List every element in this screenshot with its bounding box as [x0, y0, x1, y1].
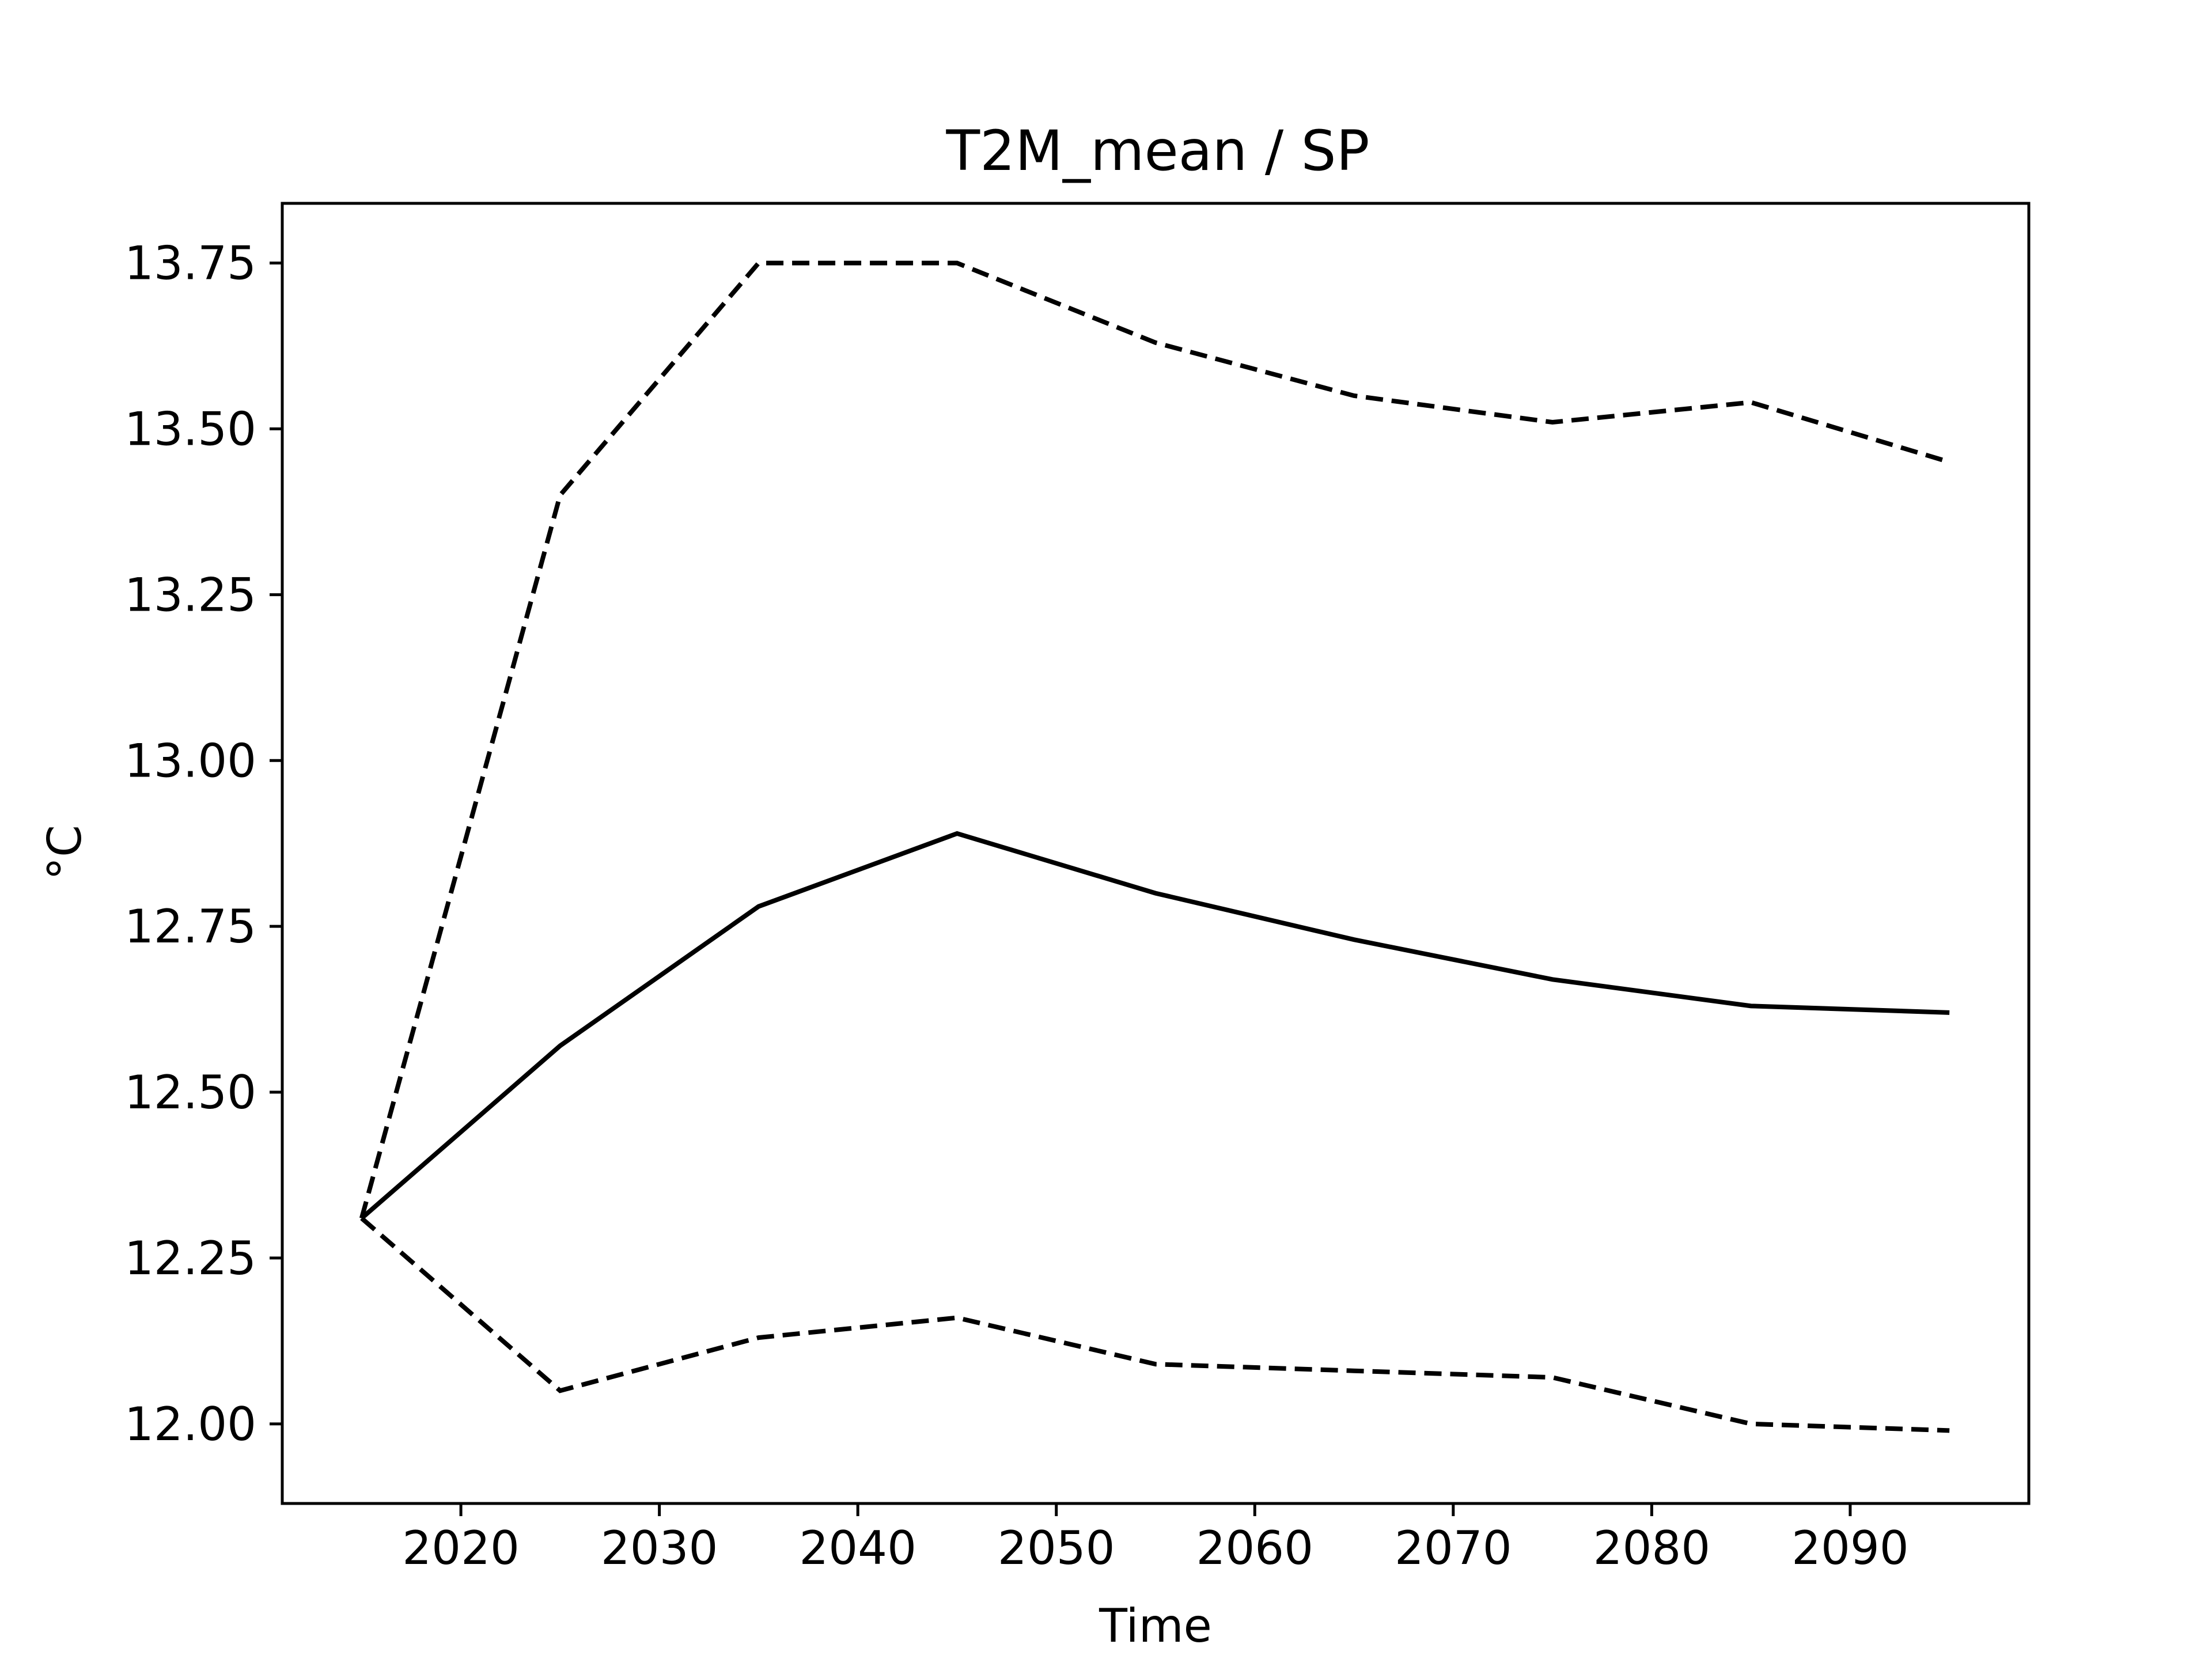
- y-tick-label: 13.00: [124, 734, 256, 787]
- y-tick-label: 12.75: [124, 900, 256, 953]
- x-tick-label: 2070: [1395, 1521, 1512, 1575]
- x-tick-label: 2060: [1196, 1521, 1313, 1575]
- x-tick-label: 2040: [799, 1521, 916, 1575]
- y-tick-label: 12.00: [124, 1397, 256, 1451]
- y-axis: 12.00 12.25 12.50 12.75 13.00 13.25 13.50 13.75: [124, 237, 282, 1451]
- x-axis-label: Time: [1099, 1599, 1212, 1653]
- plot-area: [281, 202, 2031, 1505]
- x-tick-label: 2050: [998, 1521, 1115, 1575]
- y-tick-label: 13.75: [124, 237, 256, 290]
- chart-title: T2M_mean / SP: [946, 119, 1370, 183]
- x-tick-label: 2090: [1791, 1521, 1909, 1575]
- y-tick-label: 13.50: [124, 403, 256, 456]
- series-layer: [359, 260, 1950, 1433]
- dashed-series-line: [360, 1216, 1950, 1433]
- y-tick-label: 12.25: [124, 1232, 256, 1285]
- y-tick-label: 12.50: [124, 1066, 256, 1119]
- dashed-series-line: [359, 260, 1950, 1219]
- x-tick-label: 2080: [1593, 1521, 1711, 1575]
- x-tick-label: 2030: [601, 1521, 718, 1575]
- y-axis-label: °C: [38, 825, 92, 880]
- plot-frame: [281, 202, 2031, 1505]
- x-tick-label: 2020: [402, 1521, 520, 1575]
- solid-series-line: [360, 831, 1950, 1220]
- x-axis: 2020 2030 2040 2050 2060 2070 2080 2090: [402, 1503, 1909, 1575]
- y-tick-label: 13.25: [124, 568, 256, 622]
